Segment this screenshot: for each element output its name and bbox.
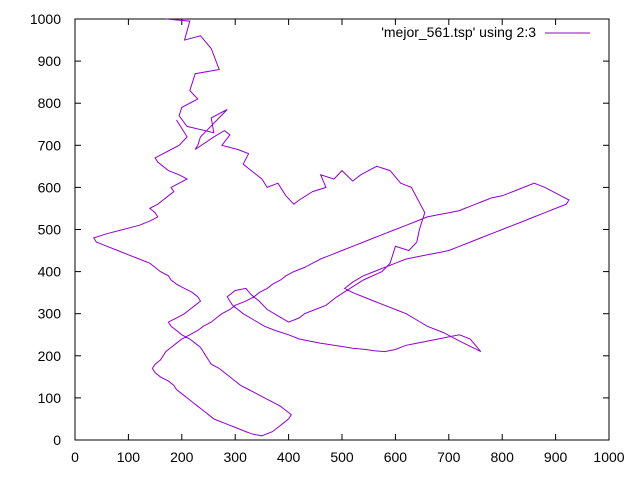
y-tick-label: 0 (53, 432, 61, 448)
x-tick-label: 300 (224, 449, 248, 465)
y-tick-label: 300 (38, 306, 62, 322)
x-tick-label: 900 (544, 449, 568, 465)
y-tick-label: 500 (38, 222, 62, 238)
x-tick-label: 1000 (593, 449, 624, 465)
y-tick-label: 100 (38, 390, 62, 406)
plot-frame (74, 18, 610, 441)
legend: 'mejor_561.tsp' using 2:3 (381, 24, 590, 40)
x-tick-label: 100 (117, 449, 141, 465)
y-tick-labels: 0 100 200 300 400 500 600 700 800 900 1000 (30, 11, 61, 448)
y-tick-label: 200 (38, 348, 62, 364)
x-tick-labels: 0 100 200 300 400 500 600 700 800 900 1000 (71, 449, 625, 465)
x-tick-label: 0 (71, 449, 79, 465)
y-tick-label: 900 (38, 53, 62, 69)
y-tick-label: 800 (38, 95, 62, 111)
x-tick-label: 200 (170, 449, 194, 465)
x-tick-label: 700 (437, 449, 461, 465)
y-tick-label: 1000 (30, 11, 61, 27)
series-line (92, 18, 570, 437)
y-tick-label: 700 (38, 137, 62, 153)
x-tick-label: 800 (491, 449, 515, 465)
x-tick-label: 500 (330, 449, 354, 465)
y-tick-label: 600 (38, 179, 62, 195)
axis-ticks (74, 18, 610, 441)
y-tick-label: 400 (38, 264, 62, 280)
x-tick-label: 600 (384, 449, 408, 465)
x-tick-label: 400 (277, 449, 301, 465)
legend-label: 'mejor_561.tsp' using 2:3 (381, 24, 536, 40)
